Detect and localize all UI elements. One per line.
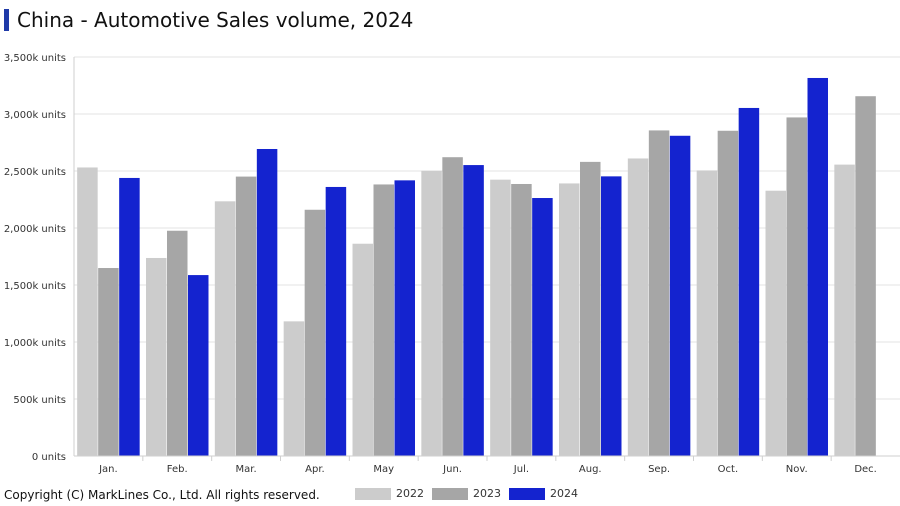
axes bbox=[73, 57, 900, 461]
bar-2023-aug bbox=[580, 161, 601, 456]
x-axis-tick-labels: Jan. Feb. Mar. Apr. May Jun. Jul. Aug. Sep. Oct. N… bbox=[98, 464, 877, 475]
chart-legend: 2022 2023 2024 bbox=[355, 487, 586, 500]
x-tick-label: Aug. bbox=[579, 464, 602, 475]
bar-2024-may bbox=[394, 180, 415, 456]
y-tick-label: 2,500k units bbox=[4, 167, 66, 178]
y-tick-label: 3,000k units bbox=[4, 110, 66, 121]
bar-2022-dec bbox=[834, 164, 855, 456]
bar-2024-jun bbox=[463, 165, 484, 456]
bar-2023-feb bbox=[167, 230, 188, 456]
x-tick-label: Jun. bbox=[442, 464, 462, 475]
bar-2024-feb bbox=[188, 275, 209, 456]
bar-2022-feb bbox=[146, 257, 167, 456]
x-tick-label: May bbox=[373, 464, 394, 475]
bars bbox=[77, 77, 876, 457]
bar-2024-mar bbox=[256, 148, 278, 457]
legend-label: 2024 bbox=[550, 487, 578, 500]
y-tick-label: 0 units bbox=[32, 452, 66, 463]
copyright-text: Copyright (C) MarkLines Co., Ltd. All ri… bbox=[4, 488, 320, 502]
bar-2024-aug bbox=[601, 176, 622, 456]
title-accent-bar bbox=[4, 9, 9, 31]
bar-2023-jun bbox=[442, 157, 463, 456]
x-tick-label: Jan. bbox=[98, 464, 118, 475]
y-axis-tick-labels: 0 units 500k units 1,000k units 1,500k unit… bbox=[4, 53, 66, 463]
chart-title: China - Automotive Sales volume, 2024 bbox=[17, 8, 414, 32]
legend-swatch bbox=[355, 487, 391, 500]
x-tick-label: Nov. bbox=[786, 464, 808, 475]
grid-lines bbox=[74, 56, 900, 400]
bar-2023-may bbox=[373, 184, 394, 456]
bar-2023-jul bbox=[511, 183, 532, 456]
x-tick-label: Dec. bbox=[854, 464, 877, 475]
bar-2024-nov bbox=[807, 77, 828, 456]
bar-2024-apr bbox=[325, 186, 347, 456]
bar-2022-aug bbox=[559, 183, 580, 456]
bar-2023-apr bbox=[304, 209, 326, 456]
y-tick-label: 1,500k units bbox=[4, 281, 66, 292]
legend-label: 2023 bbox=[473, 487, 501, 500]
bar-2023-jan bbox=[98, 268, 119, 456]
bar-2024-jul bbox=[532, 198, 553, 456]
x-tick-label: Sep. bbox=[648, 464, 670, 475]
bar-2022-oct bbox=[696, 170, 718, 456]
bar-2024-oct bbox=[738, 107, 760, 456]
bar-2023-mar bbox=[235, 176, 257, 456]
legend-swatch bbox=[432, 487, 468, 500]
x-tick-label: Feb. bbox=[167, 464, 188, 475]
bar-2022-jul bbox=[490, 179, 511, 456]
x-tick-label: Apr. bbox=[305, 464, 325, 475]
x-tick-label: Oct. bbox=[718, 464, 738, 475]
bar-2023-sep bbox=[648, 130, 670, 456]
bar-2022-apr bbox=[283, 321, 305, 456]
legend-label: 2022 bbox=[396, 487, 424, 500]
bar-2022-may bbox=[352, 243, 373, 456]
legend-item-2022: 2022 bbox=[355, 487, 424, 500]
bar-2022-jun bbox=[421, 170, 442, 456]
legend-item-2023: 2023 bbox=[432, 487, 501, 500]
y-tick-label: 3,500k units bbox=[4, 53, 66, 64]
bar-2023-oct bbox=[717, 130, 739, 456]
bar-2022-sep bbox=[627, 158, 649, 456]
bar-2022-jan bbox=[77, 167, 98, 456]
legend-item-2024: 2024 bbox=[509, 487, 578, 500]
y-tick-label: 1,000k units bbox=[4, 338, 66, 349]
bar-2024-sep bbox=[669, 135, 691, 457]
bar-2023-nov bbox=[786, 117, 807, 457]
y-tick-label: 2,000k units bbox=[4, 224, 66, 235]
legend-swatch bbox=[509, 487, 545, 500]
bar-2022-mar bbox=[214, 201, 236, 456]
chart-title-block: China - Automotive Sales volume, 2024 bbox=[4, 6, 413, 34]
bar-2022-nov bbox=[765, 190, 786, 457]
x-tick-label: Jul. bbox=[513, 464, 529, 475]
bar-2023-dec bbox=[855, 96, 876, 456]
x-tick-label: Mar. bbox=[236, 464, 257, 475]
bar-2024-jan bbox=[119, 177, 140, 457]
y-tick-label: 500k units bbox=[13, 395, 66, 406]
